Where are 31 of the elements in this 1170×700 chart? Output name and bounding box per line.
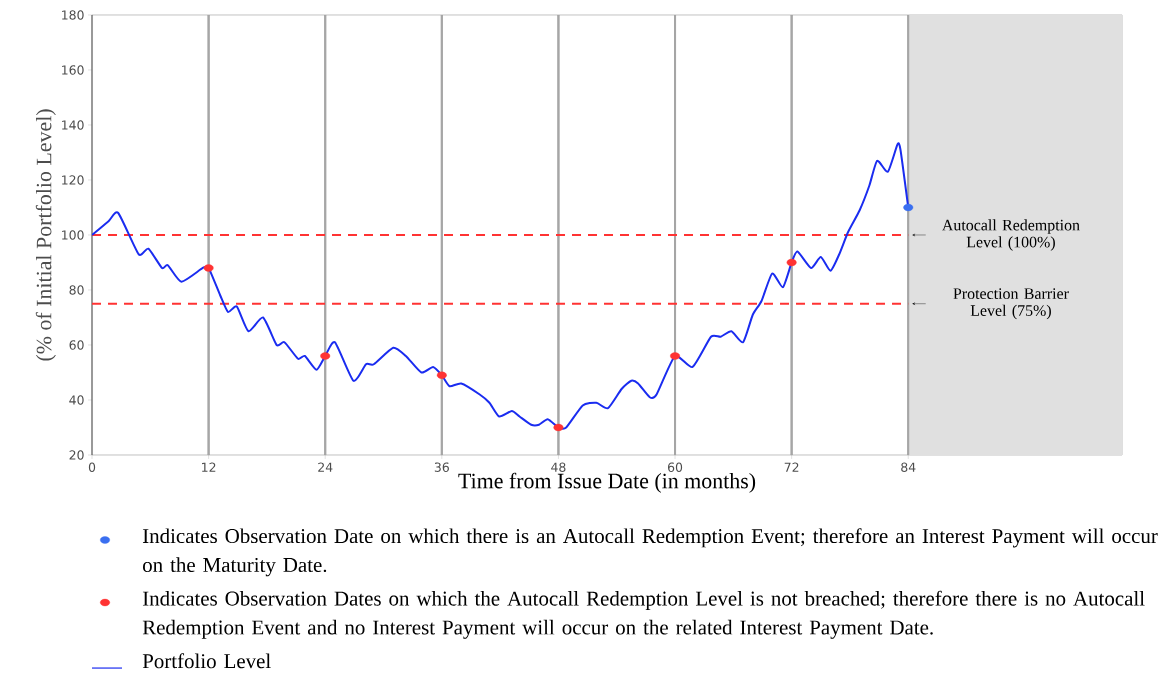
y-axis-title: (% of Initial Portfolio Level)	[35, 109, 56, 361]
point	[786, 258, 797, 267]
y-tick-label: 120	[62, 175, 84, 185]
point	[903, 203, 914, 212]
ref-line-label: Autocall Redemption Level (100%)	[942, 219, 1080, 251]
point	[436, 371, 447, 379]
x-tick-label: 12	[202, 462, 216, 472]
x-tick-label: 0	[88, 462, 96, 472]
y-tick-label: 20	[69, 450, 84, 460]
x-axis-title: Time from Issue Date (in months)	[458, 472, 756, 493]
y-tick-label: 160	[62, 65, 84, 75]
ref-line-label: Protection Barrier Level (75%)	[953, 288, 1069, 320]
point	[670, 352, 680, 360]
legend-label: Indicates Observation Dates on which the Autocall Redemption Level is not breached; therefore there is no Autocall Redemption Event and no Interest Payment will occur on the related Interest Payment Date.	[142, 590, 1145, 639]
point	[553, 423, 564, 432]
legend-label: Portfolio Level	[142, 653, 271, 669]
y-tick-label: 40	[69, 395, 84, 405]
x-tick-label: 36	[434, 462, 449, 472]
x-tick-label: 72	[784, 462, 799, 472]
y-tick-label: 180	[62, 10, 84, 20]
x-tick-label: 84	[901, 462, 916, 472]
y-tick-label: 140	[62, 120, 84, 130]
point	[320, 352, 331, 360]
x-tick-label: 48	[551, 462, 566, 472]
y-tick-label: 100	[62, 230, 84, 240]
y-tick-label: 60	[69, 340, 84, 350]
point	[203, 264, 214, 272]
x-tick-label: 24	[318, 462, 333, 472]
legend-label: Indicates Observation Date on which there is an Autocall Redemption Event; therefore an Interest Payment will occur on the Maturity Date.	[142, 528, 1158, 577]
x-tick-label: 60	[667, 462, 683, 472]
y-tick-label: 80	[69, 285, 84, 295]
